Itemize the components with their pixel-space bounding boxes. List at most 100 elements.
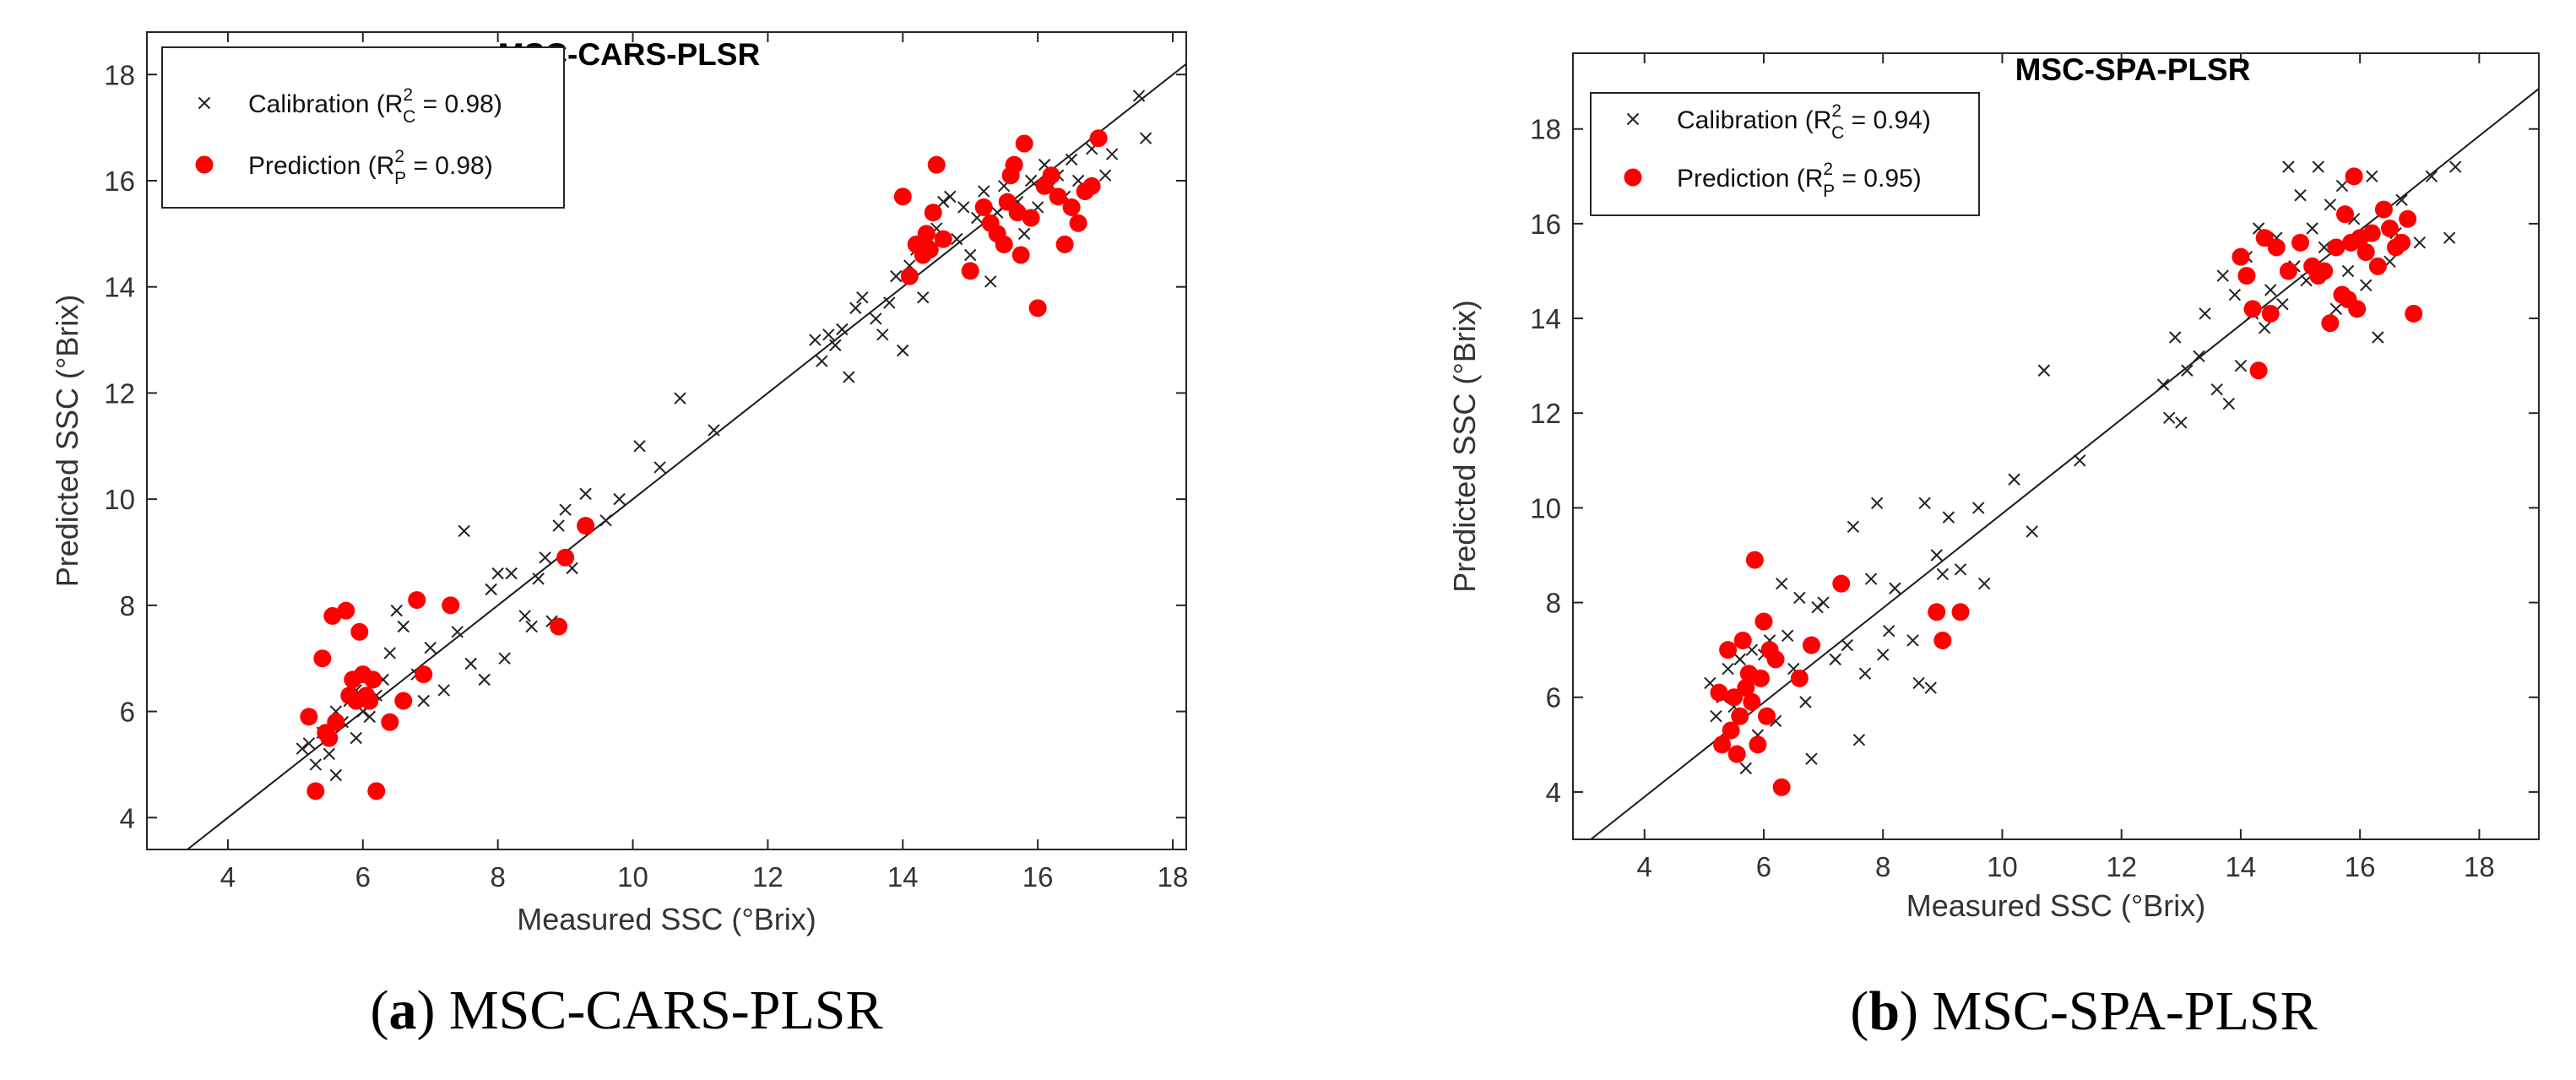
calibration-point-stroke bbox=[1793, 591, 1806, 605]
calibration-point bbox=[633, 440, 646, 453]
calibration-point-stroke bbox=[1038, 158, 1051, 171]
calibration-point-stroke bbox=[2199, 307, 2211, 320]
calibration-point bbox=[876, 328, 889, 341]
calibration-point-stroke bbox=[1870, 497, 1884, 510]
y-tick-label: 4 bbox=[1546, 777, 1561, 808]
calibration-point-stroke bbox=[816, 355, 828, 367]
calibration-point-stroke bbox=[1978, 577, 1991, 590]
prediction-point bbox=[1766, 650, 1785, 669]
calibration-point-stroke bbox=[856, 291, 869, 304]
x-tick-label: 10 bbox=[617, 861, 648, 893]
calibration-point bbox=[883, 296, 896, 309]
prediction-point bbox=[408, 591, 426, 610]
prediction-point bbox=[1042, 166, 1060, 185]
prediction-point bbox=[961, 262, 979, 280]
calibration-point bbox=[397, 620, 409, 633]
calibration-point-stroke bbox=[633, 440, 646, 453]
scatter-chart-a: 4 6 8 10 12 14 16 18 4 6 8 10 12 14 16 18 MSC-CARS-PLSR C… bbox=[50, 31, 1188, 1041]
x-tick-label: 12 bbox=[752, 861, 784, 893]
prediction-point bbox=[1069, 214, 1087, 232]
calibration-point bbox=[363, 710, 376, 724]
calibration-point-stroke bbox=[1864, 573, 1878, 585]
calibration-point-stroke bbox=[323, 747, 336, 761]
calibration-point bbox=[559, 503, 572, 516]
calibration-point bbox=[2193, 350, 2205, 363]
prediction-point bbox=[1737, 679, 1755, 697]
legend-label-prefix: Prediction (R bbox=[1677, 165, 1823, 193]
calibration-point-stroke bbox=[458, 524, 470, 538]
calibration-point-stroke bbox=[1912, 676, 1925, 690]
calibration-point-stroke bbox=[1883, 625, 1895, 638]
plot-area bbox=[1590, 88, 2539, 839]
calibration-point bbox=[951, 232, 963, 246]
calibration-point bbox=[1936, 567, 1950, 581]
calibration-point-stroke bbox=[2258, 322, 2271, 334]
calibration-point bbox=[2360, 279, 2373, 292]
calibration-point-stroke bbox=[870, 312, 882, 325]
y-tick-label: 8 bbox=[120, 590, 135, 621]
calibration-point-stroke bbox=[2264, 284, 2277, 296]
prediction-point bbox=[1722, 721, 1740, 740]
calibration-point-stroke bbox=[883, 296, 896, 309]
calibration-point-stroke bbox=[2222, 397, 2235, 410]
prediction-point bbox=[2393, 233, 2411, 252]
prediction-point bbox=[1832, 574, 1851, 593]
calibration-point-stroke bbox=[829, 339, 842, 352]
calibration-point bbox=[2222, 397, 2235, 410]
x-tick-label: 6 bbox=[355, 861, 371, 893]
calibration-point-stroke bbox=[1769, 714, 1782, 727]
calibration-point-stroke bbox=[599, 514, 612, 527]
calibration-point-stroke bbox=[876, 328, 889, 341]
calibration-point-stroke bbox=[1105, 148, 1119, 160]
calibration-point bbox=[822, 328, 835, 341]
calibration-point bbox=[2449, 160, 2462, 173]
calibration-point-stroke bbox=[1710, 709, 1722, 723]
calibration-point bbox=[2318, 241, 2330, 254]
legend-label-calibration: Calibration (R2 C = 0.94) bbox=[1677, 101, 1931, 143]
calibration-point-stroke bbox=[2074, 454, 2086, 467]
calibration-point bbox=[458, 524, 470, 538]
prediction-point bbox=[1951, 603, 1970, 621]
prediction-point bbox=[1928, 603, 1946, 621]
calibration-point bbox=[1775, 577, 1788, 590]
calibration-point-stroke bbox=[613, 492, 626, 506]
calibration-point bbox=[1864, 573, 1878, 585]
prediction-point bbox=[2368, 257, 2387, 275]
x-tick-label: 16 bbox=[2345, 851, 2376, 882]
caption-paren-open: ( bbox=[371, 980, 389, 1041]
calibration-point-stroke bbox=[977, 185, 990, 198]
calibration-point bbox=[1889, 582, 1901, 594]
calibration-point bbox=[1978, 577, 1991, 590]
prediction-point bbox=[2335, 205, 2354, 224]
calibration-point bbox=[2282, 160, 2295, 173]
prediction-point bbox=[1713, 735, 1732, 754]
legend-label-prediction: Prediction (R2 P = 0.98) bbox=[248, 147, 493, 188]
calibration-point-stroke bbox=[1745, 643, 1759, 656]
prediction-point bbox=[893, 187, 912, 206]
prediction-point bbox=[381, 713, 399, 731]
calibration-point bbox=[2264, 284, 2277, 296]
calibration-point bbox=[1954, 563, 1967, 576]
calibration-point-stroke bbox=[329, 768, 343, 782]
calibration-point bbox=[2306, 222, 2318, 235]
calibration-point bbox=[302, 737, 316, 750]
prediction-point bbox=[2249, 361, 2268, 380]
prediction-point bbox=[2362, 224, 2381, 242]
calibration-point-stroke bbox=[437, 684, 450, 697]
calibration-point-stroke bbox=[1805, 752, 1818, 765]
calibration-point bbox=[2074, 454, 2086, 467]
prediction-point bbox=[1731, 707, 1749, 725]
calibration-point-stroke bbox=[2175, 416, 2188, 429]
prediction-point bbox=[577, 517, 595, 535]
prediction-point bbox=[2232, 247, 2250, 266]
calibration-point bbox=[1918, 497, 1931, 510]
x-axis-label: Measured SSC (°Brix) bbox=[1906, 888, 2205, 923]
calibration-point bbox=[2216, 269, 2229, 282]
calibration-point-stroke bbox=[809, 334, 822, 346]
calibration-point bbox=[809, 334, 822, 346]
x-axis-label: Measured SSC (°Brix) bbox=[517, 902, 816, 936]
calibration-point bbox=[1065, 153, 1078, 166]
legend-label-sup: 2 bbox=[1831, 101, 1841, 121]
calibration-point bbox=[1811, 600, 1824, 614]
calibration-point-stroke bbox=[836, 323, 849, 336]
